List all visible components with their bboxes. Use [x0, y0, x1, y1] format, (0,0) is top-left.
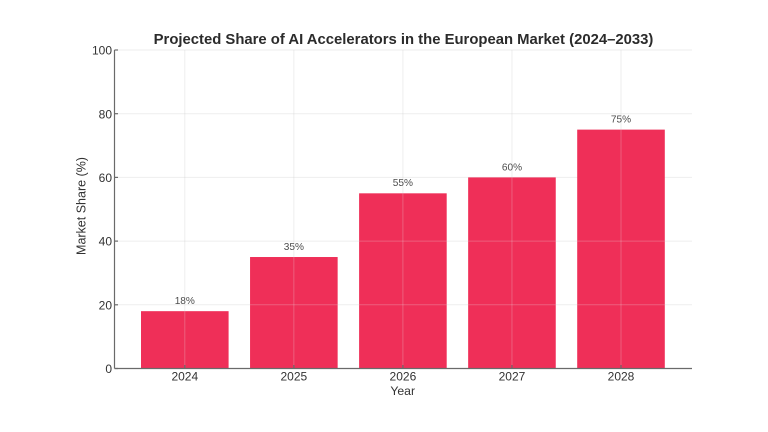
svg-text:55%: 55% — [393, 178, 413, 189]
svg-text:60: 60 — [99, 171, 113, 185]
svg-text:0: 0 — [105, 362, 112, 376]
svg-text:60%: 60% — [502, 162, 522, 173]
svg-text:80: 80 — [99, 107, 113, 121]
svg-text:40: 40 — [99, 235, 113, 249]
svg-text:Year: Year — [390, 384, 415, 398]
svg-text:75%: 75% — [611, 115, 631, 126]
svg-text:35%: 35% — [284, 242, 304, 253]
svg-text:20: 20 — [99, 298, 113, 312]
svg-text:2025: 2025 — [280, 370, 307, 384]
svg-text:2026: 2026 — [390, 370, 417, 384]
svg-text:Market Share (%): Market Share (%) — [74, 157, 88, 255]
svg-text:2024: 2024 — [171, 370, 198, 384]
svg-text:Projected Share of AI Accelera: Projected Share of AI Accelerators in th… — [154, 32, 654, 48]
svg-text:18%: 18% — [175, 296, 195, 307]
svg-text:100: 100 — [92, 44, 112, 58]
svg-text:2027: 2027 — [499, 370, 526, 384]
svg-text:2028: 2028 — [608, 370, 635, 384]
